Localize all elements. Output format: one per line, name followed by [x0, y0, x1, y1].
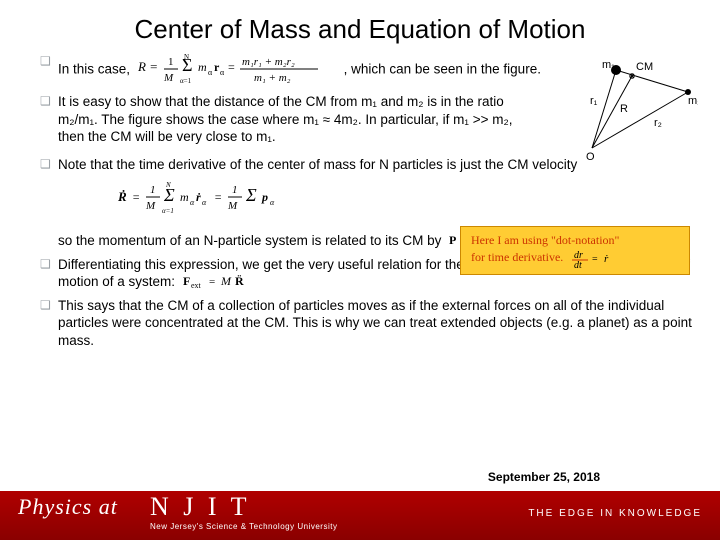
- svg-text:N: N: [165, 181, 171, 189]
- svg-text:=: =: [214, 190, 222, 204]
- footer-njit-sub: New Jersey's Science & Technology Univer…: [150, 522, 337, 531]
- bullet-icon: ❑: [40, 256, 58, 291]
- bullet-5: ❑ This says that the CM of a collection …: [40, 297, 692, 350]
- diagram-O-label: O: [586, 151, 595, 160]
- svg-text:1: 1: [232, 184, 238, 196]
- bullet-5-text: This says that the CM of a collection of…: [58, 297, 692, 350]
- svg-text:α=1: α=1: [162, 207, 174, 215]
- cm-diagram: m₁ m₂ CM R r₁ r₂ O: [558, 60, 698, 160]
- svg-text:m₁r₁ + m₂r₂: m₁r₁ + m₂r₂: [242, 56, 295, 68]
- svg-text:M: M: [227, 200, 238, 212]
- formula-main-R: R = 1 M Σ N α=1 m α r α = m₁r₁ + m₂r₂: [138, 51, 336, 85]
- bullet-3-text: Note that the time derivative of the cen…: [58, 157, 577, 172]
- bullet-2-text: It is easy to show that the distance of …: [58, 93, 540, 146]
- bullet-icon: ❑: [40, 297, 58, 350]
- svg-text:α=1: α=1: [180, 77, 192, 85]
- footer-physics: Physics at: [18, 494, 118, 520]
- svg-text:m₁ + m₂: m₁ + m₂: [254, 72, 291, 84]
- svg-text:ṙ: ṙ: [604, 253, 609, 265]
- diagram-R-label: R: [620, 103, 628, 115]
- bullet-1-suffix: , which can be seen in the figure.: [344, 62, 541, 77]
- svg-text:M: M: [163, 72, 174, 84]
- bullet-icon: ❑: [40, 156, 58, 250]
- svg-text:F: F: [183, 274, 190, 288]
- svg-text:R =: R =: [138, 59, 158, 74]
- bullet-3-tail: so the momentum of an N-particle system …: [58, 233, 445, 248]
- formula-velocity: Ṙ = 1 M Σ N α=1 m α ṙ α = 1: [118, 179, 692, 220]
- svg-text:R̈: R̈: [235, 274, 244, 288]
- svg-text:dt: dt: [574, 260, 582, 268]
- svg-text:p: p: [261, 190, 268, 204]
- svg-text:=: =: [209, 276, 215, 288]
- annotation-line2: for time derivative.: [471, 250, 563, 264]
- diagram-cm-label: CM: [636, 61, 653, 73]
- svg-text:m: m: [198, 60, 207, 74]
- svg-text:=: =: [132, 190, 140, 204]
- svg-text:N: N: [184, 53, 189, 61]
- bullet-1-prefix: In this case,: [58, 62, 130, 77]
- svg-text:α: α: [208, 68, 213, 77]
- svg-text:Σ: Σ: [245, 185, 257, 205]
- svg-text:α: α: [270, 198, 275, 207]
- svg-text:=: =: [592, 254, 598, 265]
- annotation-line1: Here I am using "dot-notation": [471, 233, 679, 248]
- slide-title: Center of Mass and Equation of Motion: [0, 0, 720, 51]
- bullet-icon: ❑: [40, 53, 58, 87]
- formula-Fext: F ext = M R̈: [183, 273, 259, 289]
- svg-text:m: m: [180, 190, 189, 204]
- annotation-box: Here I am using "dot-notation" for time …: [460, 226, 690, 275]
- diagram-r1-label: r₁: [590, 95, 598, 107]
- svg-text:P: P: [449, 233, 456, 247]
- svg-text:α: α: [220, 68, 225, 77]
- svg-text:α: α: [202, 198, 207, 207]
- footer-edge: THE EDGE IN KNOWLEDGE: [528, 508, 702, 519]
- date-label: September 25, 2018: [488, 470, 600, 484]
- svg-text:=: =: [228, 60, 235, 74]
- svg-text:ext: ext: [191, 281, 202, 289]
- bullet-icon: ❑: [40, 93, 58, 146]
- svg-text:ṙ: ṙ: [196, 190, 201, 204]
- svg-text:M: M: [220, 274, 232, 288]
- footer-njit: N J I T: [150, 492, 250, 522]
- diagram-m1-label: m₁: [602, 60, 615, 71]
- svg-text:1: 1: [168, 56, 174, 68]
- svg-text:Ṙ: Ṙ: [118, 189, 127, 204]
- svg-text:1: 1: [150, 184, 156, 196]
- diagram-m2-label: m₂: [688, 95, 698, 107]
- svg-text:α: α: [190, 198, 195, 207]
- bullet-2: ❑ It is easy to show that the distance o…: [40, 93, 540, 146]
- svg-text:M: M: [145, 200, 156, 212]
- diagram-r2-label: r₂: [654, 117, 662, 129]
- footer-bar: Physics at N J I T New Jersey's Science …: [0, 490, 720, 540]
